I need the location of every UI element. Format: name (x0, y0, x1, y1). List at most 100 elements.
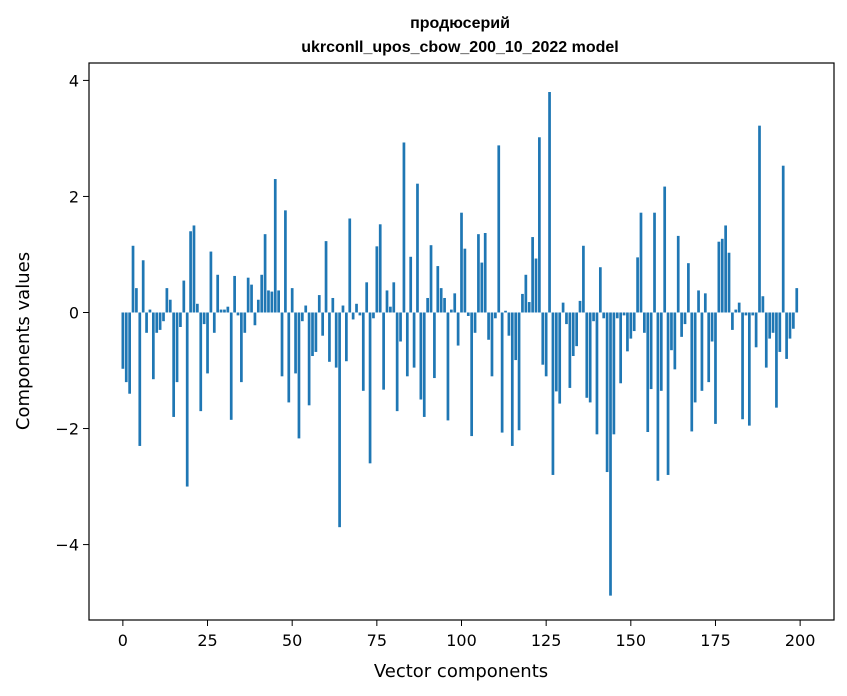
bar-60 (324, 241, 328, 313)
bar-117 (517, 312, 521, 431)
bar-113 (504, 310, 507, 313)
bar-123 (538, 137, 541, 313)
bar-81 (395, 312, 399, 412)
bar-80 (392, 282, 396, 313)
bar-97 (449, 309, 453, 313)
bar-55 (307, 312, 311, 406)
bar-87 (416, 183, 419, 313)
bar-62 (331, 297, 335, 313)
bar-82 (399, 312, 402, 342)
bar-196 (785, 312, 788, 359)
bar-106 (480, 262, 484, 313)
y-ticks: 4 2 0 −2 −4 (55, 71, 89, 555)
bar-93 (436, 266, 440, 313)
bar-67 (348, 218, 352, 313)
bar-156 (649, 312, 653, 390)
bar-121 (531, 237, 534, 313)
bar-73 (368, 312, 372, 464)
bar-119 (524, 274, 528, 313)
bar-13 (165, 288, 169, 313)
bar-52 (297, 312, 301, 439)
bar-12 (162, 312, 165, 322)
bar-84 (405, 312, 409, 377)
bar-20 (189, 231, 192, 313)
bar-100 (460, 212, 463, 313)
bar-50 (290, 288, 294, 313)
bar-174 (710, 312, 714, 342)
bar-56 (311, 312, 314, 357)
bar-173 (707, 312, 711, 383)
bar-135 (578, 300, 582, 313)
bar-105 (477, 234, 480, 313)
bar-195 (781, 165, 785, 313)
bar-192 (771, 312, 775, 333)
bar-169 (693, 312, 697, 403)
bar-38 (250, 284, 253, 313)
bar-76 (378, 224, 382, 313)
bar-46 (277, 290, 280, 313)
x-tick-label-125: 125 (531, 631, 562, 650)
bar-125 (544, 312, 548, 377)
bar-194 (778, 312, 782, 352)
bar-7 (145, 312, 148, 333)
bar-134 (575, 312, 578, 347)
bar-152 (636, 257, 639, 313)
bar-191 (768, 312, 772, 339)
bar-99 (456, 312, 460, 346)
bar-199 (795, 288, 799, 313)
y-tick-label-2: 0 (69, 303, 79, 322)
bar-25 (206, 312, 209, 374)
bar-75 (375, 246, 379, 313)
bar-57 (314, 312, 318, 352)
bar-197 (788, 312, 792, 339)
bar-151 (632, 312, 636, 332)
bar-153 (639, 212, 643, 313)
bar-15 (172, 312, 176, 417)
x-tick-label-175: 175 (700, 631, 731, 650)
x-tick-label-150: 150 (616, 631, 647, 650)
bar-66 (345, 312, 348, 362)
bar-184 (744, 312, 748, 316)
bar-185 (747, 312, 751, 426)
bar-144 (609, 312, 612, 596)
x-tick-label-0: 0 (118, 631, 128, 650)
bar-101 (463, 248, 467, 313)
bar-77 (382, 312, 385, 390)
bar-40 (256, 299, 260, 313)
bar-21 (192, 225, 196, 313)
bar-89 (422, 312, 426, 417)
bar-167 (687, 263, 690, 313)
bar-138 (588, 312, 592, 403)
bar-145 (612, 312, 616, 435)
bars-group (121, 92, 799, 596)
bar-163 (673, 312, 677, 370)
bar-54 (304, 305, 308, 313)
bar-183 (741, 312, 744, 420)
bar-112 (500, 312, 504, 433)
bar-4 (135, 288, 138, 313)
bar-3 (131, 245, 135, 313)
bar-160 (663, 186, 667, 313)
bar-180 (731, 312, 734, 330)
bar-58 (317, 295, 321, 313)
bar-162 (670, 312, 673, 351)
bar-8 (148, 309, 152, 313)
bar-34 (236, 312, 240, 316)
bar-120 (527, 302, 531, 313)
bar-33 (233, 275, 236, 313)
plot-frame (88, 62, 835, 621)
bar-71 (361, 312, 365, 391)
bar-118 (521, 293, 524, 313)
bar-110 (494, 312, 497, 319)
x-axis-label: Vector components (374, 661, 548, 682)
bar-124 (541, 312, 545, 365)
bar-65 (341, 305, 345, 313)
bar-53 (300, 312, 304, 322)
bar-150 (629, 312, 633, 339)
bar-164 (676, 235, 680, 313)
bar-27 (212, 312, 216, 333)
bar-143 (605, 312, 609, 473)
bar-95 (443, 297, 446, 313)
bar-9 (151, 312, 155, 380)
